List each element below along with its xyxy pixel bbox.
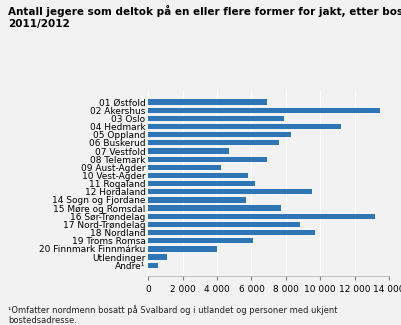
Bar — [148, 214, 375, 219]
Bar — [148, 205, 281, 211]
Bar — [148, 165, 221, 170]
Bar — [148, 108, 381, 113]
Bar — [148, 181, 255, 186]
Bar — [148, 132, 291, 137]
Bar — [148, 116, 284, 121]
Bar — [148, 222, 300, 227]
Bar — [148, 99, 267, 105]
Bar — [148, 173, 248, 178]
Text: ¹Omfatter nordmenn bosatt på Svalbard og i utlandet og personer med ukjent
boste: ¹Omfatter nordmenn bosatt på Svalbard og… — [8, 305, 338, 325]
Bar — [148, 189, 312, 194]
Bar — [148, 230, 315, 235]
Bar — [148, 157, 267, 162]
Bar — [148, 124, 341, 129]
Bar — [148, 263, 158, 268]
Bar — [148, 140, 279, 146]
Bar — [148, 197, 246, 202]
Bar — [148, 238, 253, 243]
Bar — [148, 254, 167, 260]
Bar — [148, 246, 217, 252]
Text: Antall jegere som deltok på en eller flere former for jakt, etter bostedsfylke.
: Antall jegere som deltok på en eller fle… — [8, 5, 401, 29]
Bar — [148, 148, 229, 154]
